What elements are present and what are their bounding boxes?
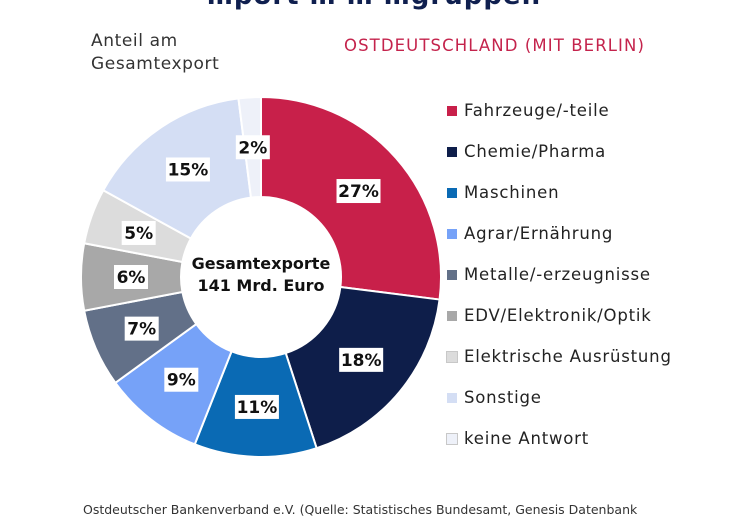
- center-value: 141 Mrd. Euro: [197, 276, 324, 295]
- data-label-keine-antwort: 2%: [238, 138, 267, 158]
- data-label-agrar-ern-hrung: 9%: [167, 371, 196, 391]
- data-label-fahrzeuge-teile: 27%: [338, 182, 379, 202]
- data-label-maschinen: 11%: [237, 398, 278, 418]
- legend-item-maschinen: Maschinen: [447, 172, 672, 213]
- legend-label: Fahrzeuge/-teile: [464, 101, 610, 120]
- legend-swatch: [447, 310, 457, 321]
- data-label-box-keine-antwort: [235, 135, 270, 160]
- legend-swatch: [447, 228, 457, 239]
- legend-item-metalle-erzeugnisse: Metalle/-erzeugnisse: [447, 254, 672, 295]
- data-label-box-agrar-ern-hrung: [164, 367, 199, 392]
- legend-label: Maschinen: [464, 183, 560, 202]
- legend-swatch: [447, 187, 457, 198]
- legend-swatch: [447, 146, 457, 157]
- legend-label: Elektrische Ausrüstung: [464, 347, 672, 366]
- legend-label: Chemie/Pharma: [464, 142, 607, 161]
- legend-swatch: [447, 105, 457, 116]
- legend-item-keine-antwort: keine Antwort: [446, 418, 672, 459]
- data-label-chemie-pharma: 18%: [341, 351, 382, 371]
- legend-item-sonstige: Sonstige: [447, 377, 672, 418]
- data-label-box-maschinen: [234, 394, 279, 419]
- data-label-box-edv-elektronik-optik: [114, 265, 148, 289]
- legend-label: keine Antwort: [464, 429, 590, 448]
- legend-swatch: [446, 432, 458, 445]
- region-label: OSTDEUTSCHLAND (MIT BERLIN): [344, 36, 645, 55]
- chart-title-cut: …port … … …gruppen: [0, 0, 748, 11]
- legend-label: EDV/Elektronik/Optik: [464, 306, 652, 325]
- data-label-metalle-erzeugnisse: 7%: [127, 320, 156, 340]
- legend-item-chemie-pharma: Chemie/Pharma: [447, 131, 672, 172]
- data-label-box-fahrzeuge-teile: [336, 179, 381, 204]
- source-note: Ostdeutscher Bankenverband e.V. (Quelle:…: [83, 502, 638, 517]
- data-label-box-elektrische-ausr-stung: [121, 220, 156, 245]
- legend-label: Sonstige: [464, 388, 542, 407]
- legend-swatch: [447, 392, 457, 403]
- center-title: Gesamtexporte: [192, 254, 331, 273]
- legend-label: Metalle/-erzeugnisse: [464, 265, 651, 284]
- data-label-sonstige: 15%: [168, 160, 209, 180]
- legend-swatch: [447, 269, 457, 280]
- data-label-box-chemie-pharma: [339, 347, 384, 372]
- legend-item-edv-elektronik-optik: EDV/Elektronik/Optik: [447, 295, 672, 336]
- legend-label: Agrar/Ernährung: [464, 224, 614, 243]
- data-label-box-metalle-erzeugnisse: [124, 316, 159, 341]
- data-label-edv-elektronik-optik: 6%: [117, 268, 146, 288]
- data-label-elektrische-ausr-stung: 5%: [124, 224, 153, 244]
- legend-item-elektrische-ausr-stung: Elektrische Ausrüstung: [446, 336, 672, 377]
- legend-item-agrar-ern-hrung: Agrar/Ernährung: [447, 213, 672, 254]
- data-label-box-sonstige: [165, 157, 210, 182]
- legend: Fahrzeuge/-teile Chemie/Pharma Maschinen Ag…: [446, 100, 672, 469]
- measure-label: Anteil am Gesamtexport: [91, 31, 220, 74]
- legend-swatch: [446, 350, 458, 363]
- legend-item-fahrzeuge-teile: Fahrzeuge/-teile: [447, 90, 672, 131]
